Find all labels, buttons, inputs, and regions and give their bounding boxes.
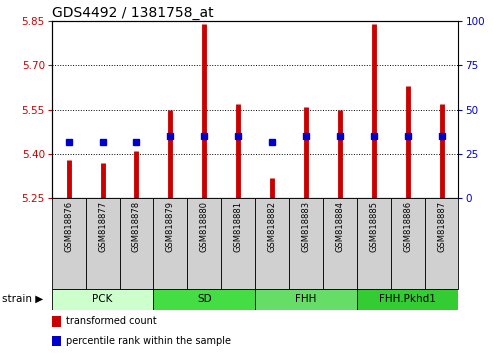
Bar [187,198,221,289]
Bar [86,198,119,289]
Text: PCK: PCK [92,294,113,304]
Text: GSM818876: GSM818876 [64,201,73,252]
Text: percentile rank within the sample: percentile rank within the sample [66,336,231,346]
Text: GSM818883: GSM818883 [301,201,311,252]
Bar [390,198,424,289]
Bar [52,336,61,346]
Bar [255,289,357,310]
Bar [255,198,289,289]
Text: FHH.Pkhd1: FHH.Pkhd1 [379,294,436,304]
Bar [323,198,357,289]
Bar [424,198,458,289]
Text: GSM818878: GSM818878 [132,201,141,252]
Text: SD: SD [197,294,211,304]
Text: GSM818881: GSM818881 [234,201,243,252]
Bar [357,198,390,289]
Bar [221,198,255,289]
Text: transformed count: transformed count [66,316,157,326]
Bar [52,198,86,289]
Text: FHH: FHH [295,294,317,304]
Bar [119,198,153,289]
Text: GSM818879: GSM818879 [166,201,175,252]
Bar [153,289,255,310]
Text: GDS4492 / 1381758_at: GDS4492 / 1381758_at [52,6,213,20]
Text: GSM818886: GSM818886 [403,201,412,252]
Bar [357,289,458,310]
Text: GSM818882: GSM818882 [268,201,277,252]
Text: strain ▶: strain ▶ [2,294,44,304]
Text: GSM818885: GSM818885 [369,201,378,252]
Bar [52,316,61,327]
Bar [52,289,153,310]
Text: GSM818877: GSM818877 [98,201,107,252]
Text: GSM818887: GSM818887 [437,201,446,252]
Text: GSM818880: GSM818880 [200,201,209,252]
Text: GSM818884: GSM818884 [335,201,345,252]
Bar [153,198,187,289]
Bar [289,198,323,289]
